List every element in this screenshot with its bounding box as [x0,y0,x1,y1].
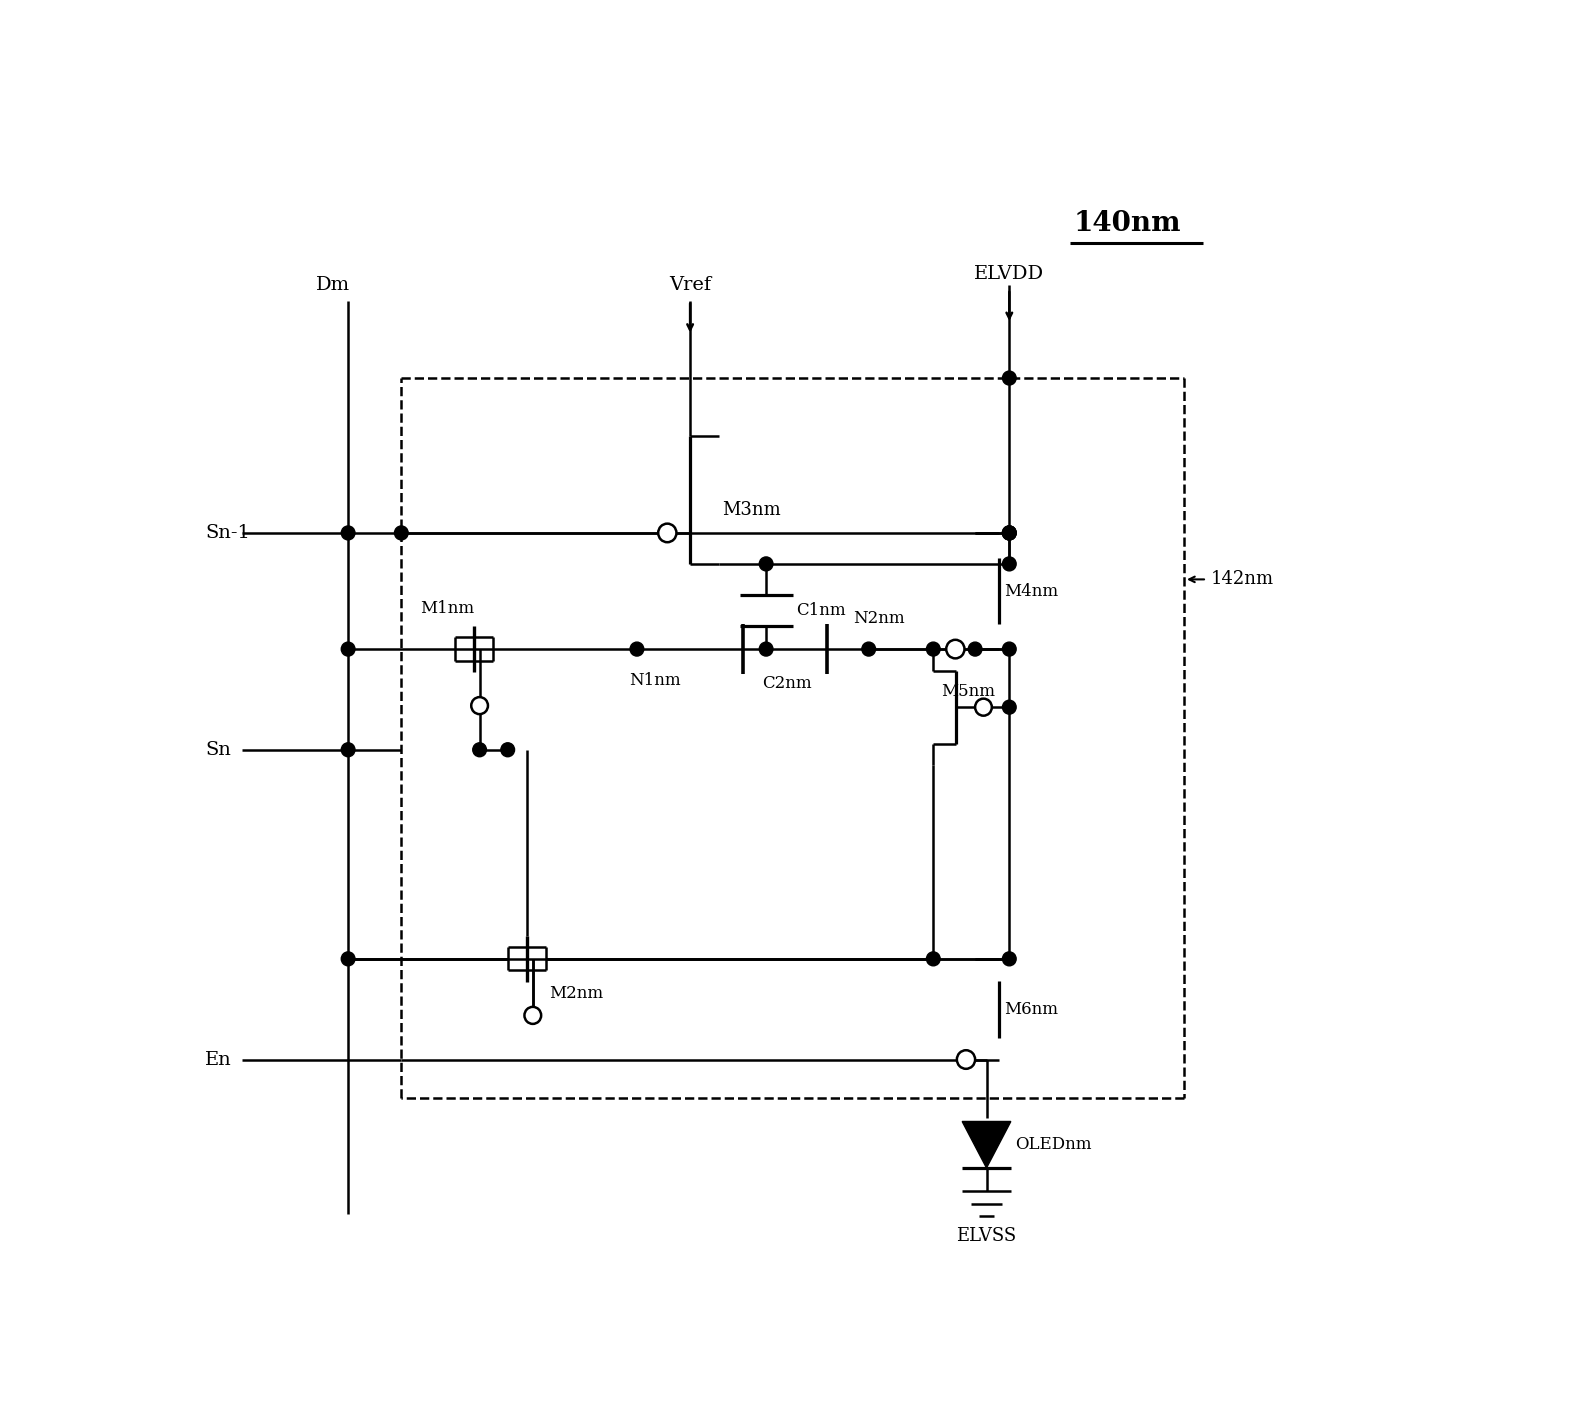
Circle shape [342,527,355,539]
Circle shape [342,952,355,966]
Circle shape [759,558,774,570]
Circle shape [946,639,965,659]
Text: En: En [206,1050,232,1069]
Circle shape [1003,558,1017,570]
Polygon shape [962,1121,1010,1169]
Circle shape [342,642,355,656]
Text: N1nm: N1nm [629,672,681,689]
Text: OLEDnm: OLEDnm [1015,1136,1090,1153]
Circle shape [861,642,876,656]
Circle shape [501,743,515,756]
Circle shape [926,952,940,966]
Text: Sn-1: Sn-1 [206,524,249,542]
Circle shape [659,524,676,542]
Circle shape [926,642,940,656]
Circle shape [471,697,488,714]
Circle shape [1003,527,1017,539]
Text: Dm: Dm [315,276,350,294]
Text: ELVDD: ELVDD [974,265,1045,283]
Circle shape [394,527,408,539]
Circle shape [957,1050,974,1069]
Text: M2nm: M2nm [549,986,604,1002]
Text: M4nm: M4nm [1004,583,1058,600]
Text: N2nm: N2nm [854,610,905,627]
Circle shape [1003,527,1017,539]
Text: C2nm: C2nm [763,676,811,693]
Circle shape [968,642,982,656]
Text: M5nm: M5nm [941,683,995,700]
Circle shape [342,743,355,756]
Text: Sn: Sn [206,741,231,759]
Text: Vref: Vref [668,276,711,294]
Text: C1nm: C1nm [797,601,846,620]
Text: 142nm: 142nm [1211,570,1274,589]
Text: M3nm: M3nm [722,501,781,518]
Circle shape [524,1007,541,1024]
Circle shape [1003,642,1017,656]
Circle shape [472,743,486,756]
Circle shape [974,698,992,715]
Text: M1nm: M1nm [420,600,474,617]
Circle shape [1003,372,1017,384]
Text: 140nm: 140nm [1073,210,1181,237]
Text: M6nm: M6nm [1004,1001,1058,1018]
Circle shape [1003,527,1017,539]
Circle shape [1003,952,1017,966]
Circle shape [631,642,643,656]
Circle shape [759,642,774,656]
Text: ELVSS: ELVSS [957,1228,1017,1245]
Circle shape [1003,700,1017,714]
